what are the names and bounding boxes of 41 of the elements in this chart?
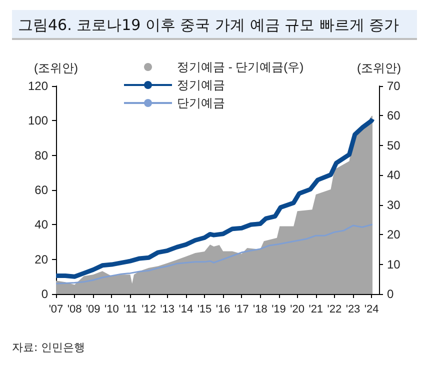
y2-axis-title: (조위안)	[357, 61, 401, 75]
chart-title: 그림46. 코로나19 이후 중국 가계 예금 규모 빠르게 증가	[12, 10, 417, 40]
y2-tick-label: 0	[387, 287, 394, 301]
y-tick-label: 80	[34, 148, 48, 162]
x-tick-label: '11	[123, 304, 138, 316]
y-tick-label: 60	[34, 183, 48, 197]
x-tick-label: '23	[346, 304, 360, 316]
x-tick-label: '24	[364, 304, 379, 316]
y2-tick-label: 10	[387, 257, 401, 272]
y2-tick-label: 40	[387, 168, 401, 182]
x-tick-label: '16	[216, 304, 230, 316]
x-tick-label: '20	[290, 304, 304, 316]
x-tick-label: '07	[48, 304, 64, 316]
legend-label: 단기예금	[177, 96, 225, 110]
x-tick-label: '14	[178, 304, 194, 316]
text: 자료: 인민은행	[12, 340, 86, 355]
legend-label: 정기예금	[177, 78, 225, 92]
x-tick-label: '17	[234, 304, 249, 316]
y2-tick-label: 30	[387, 198, 401, 212]
x-tick-label: '15	[197, 304, 212, 316]
y-tick-label: 20	[34, 252, 48, 266]
x-tick-label: '12	[142, 304, 156, 316]
x-tick-label: '21	[308, 304, 324, 316]
y2-tick-label: 60	[387, 108, 401, 123]
y2-tick-label: 70	[387, 79, 401, 93]
x-tick-label: '18	[253, 304, 268, 316]
x-tick-label: '22	[327, 304, 342, 316]
x-tick-label: '19	[272, 304, 286, 316]
x-tick-label: '08	[67, 304, 82, 316]
y2-tick-label: 20	[387, 228, 401, 242]
x-tick-label: '09	[86, 304, 100, 316]
x-tick-label: '10	[104, 304, 119, 316]
y2-tick-label: 50	[387, 138, 401, 152]
y-tick-label: 120	[28, 79, 48, 93]
y-axis-title: (조위안)	[34, 61, 78, 75]
y-tick-label: 40	[34, 218, 48, 232]
line-series	[55, 224, 374, 284]
y-tick-label: 0	[41, 287, 48, 301]
y-tick-label: 100	[28, 114, 48, 128]
legend-label: 정기예금 - 단기예금(우)	[177, 60, 304, 74]
x-tick-label: '13	[160, 304, 175, 316]
